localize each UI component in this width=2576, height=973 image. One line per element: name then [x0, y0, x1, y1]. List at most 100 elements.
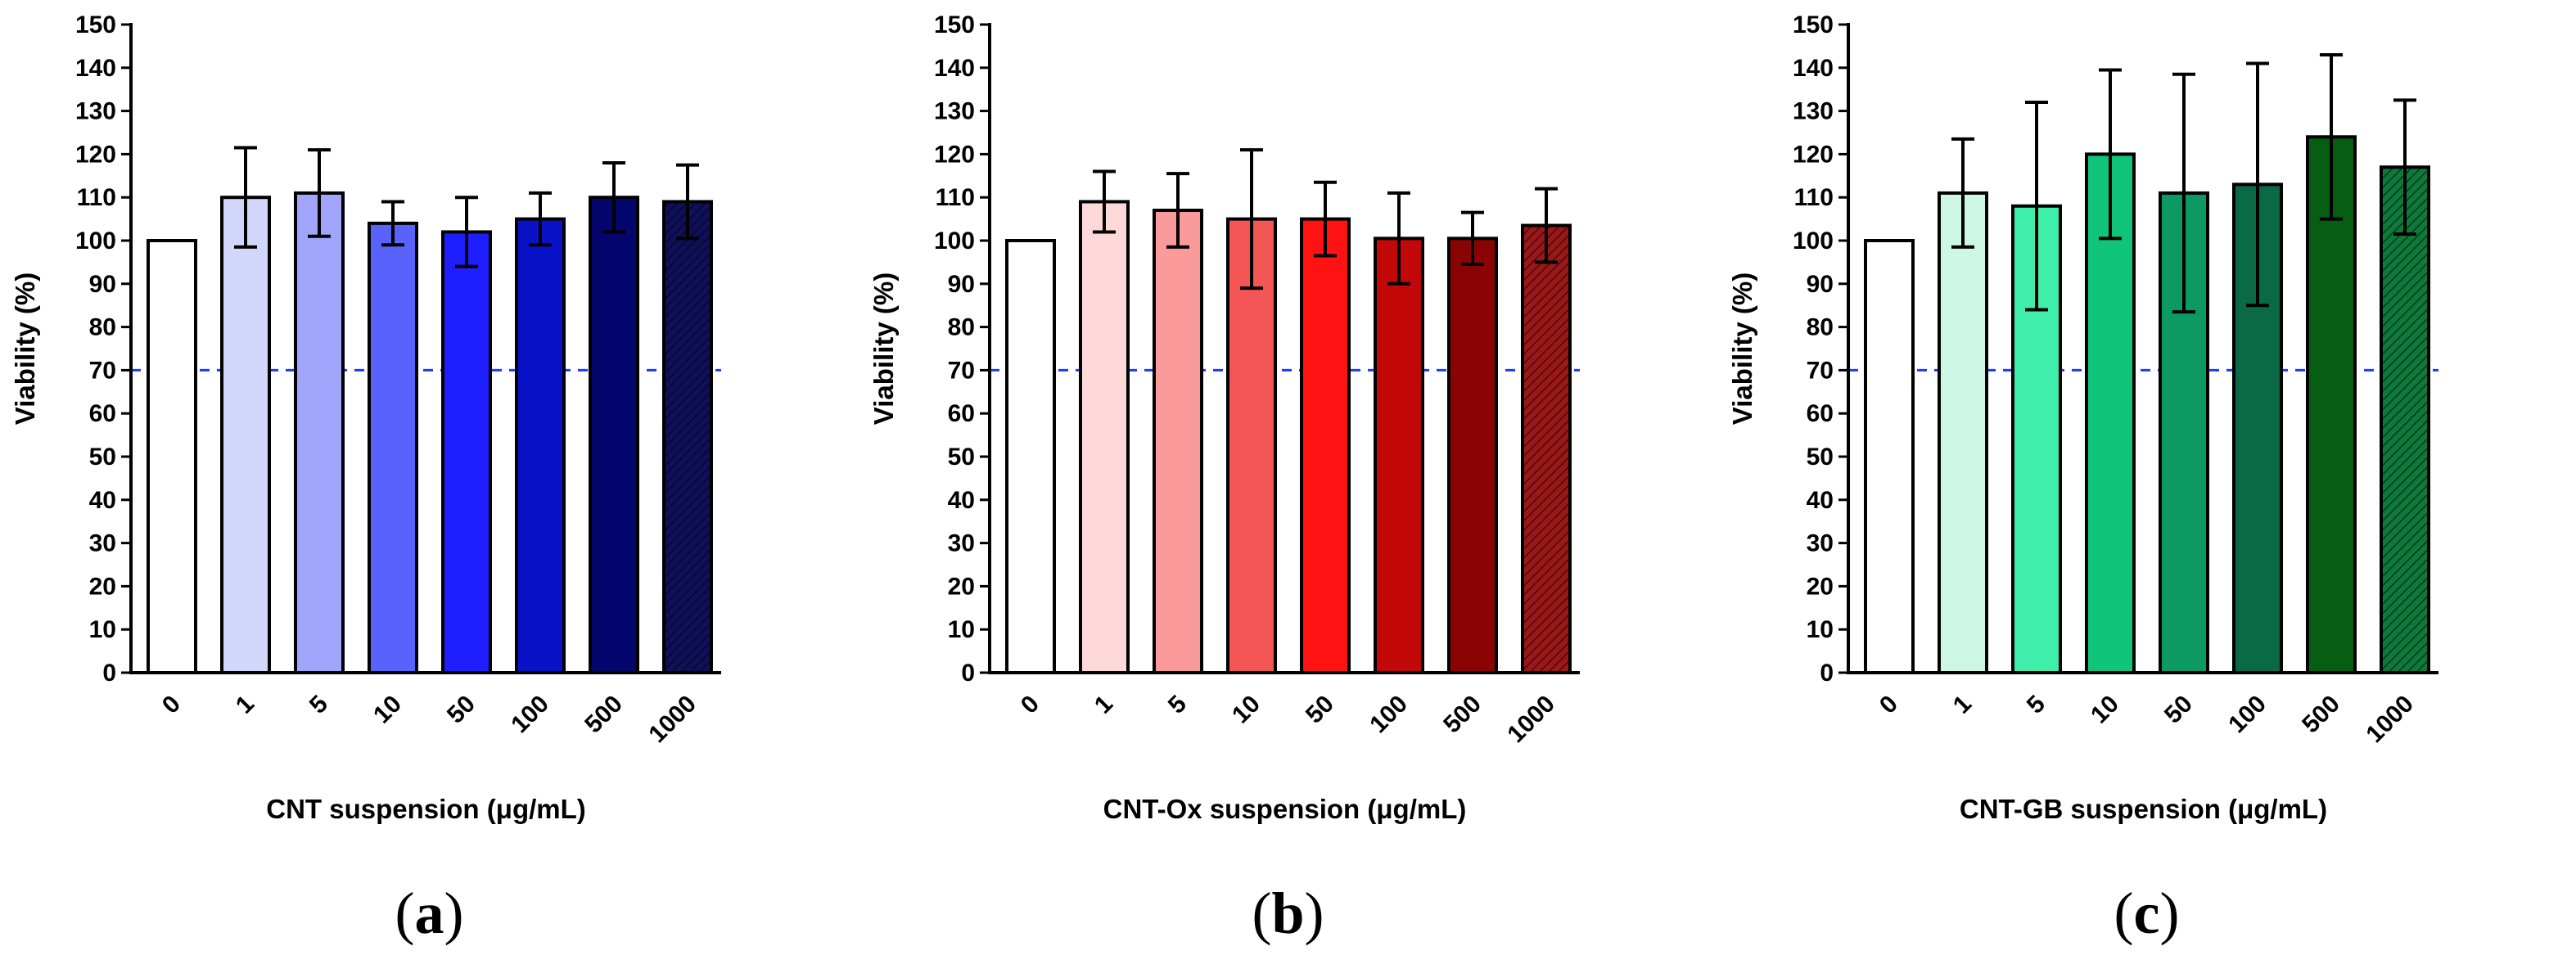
x-tick-label: 10 [368, 691, 407, 729]
panel-caption-c: (c) [2114, 881, 2180, 946]
y-tick-label: 70 [1807, 357, 1834, 384]
y-axis-title: Viability (%) [868, 273, 899, 425]
panel-caption-a: (a) [395, 881, 464, 946]
y-tick-label: 130 [1793, 98, 1834, 125]
y-tick-label: 100 [1793, 227, 1834, 255]
y-tick-label: 50 [948, 444, 975, 471]
x-tick-label: 10 [2086, 691, 2124, 729]
y-tick-label: 20 [89, 573, 116, 600]
x-tick-label: 100 [1365, 691, 1413, 739]
x-tick-label: 500 [2297, 691, 2345, 739]
x-tick-label: 50 [442, 691, 480, 729]
y-tick-label: 10 [1807, 616, 1834, 643]
x-tick-label: 1000 [643, 691, 702, 749]
y-tick-label: 90 [89, 271, 116, 298]
y-tick-label: 120 [934, 141, 975, 168]
y-tick-label: 50 [1807, 444, 1834, 471]
x-tick-label: 50 [1301, 691, 1339, 729]
y-tick-label: 80 [89, 314, 116, 341]
y-axis-title: Viability (%) [1727, 273, 1757, 425]
y-tick-label: 90 [948, 271, 975, 298]
y-tick-label: 140 [75, 55, 116, 82]
chart-panel-c: 0 10 20 30 40 50 60 70 80 90 100 110 120 130 140 1 50 0 1 5… [1717, 0, 2576, 973]
bar-1 [1938, 191, 1988, 675]
chart-panel-a: 0 10 20 30 40 50 60 70 80 90 100 110 120 130 140 150 0 1 5… [0, 0, 859, 973]
y-tick-label: 30 [89, 530, 116, 557]
y-tick-label: 30 [1807, 530, 1834, 557]
y-tick-label: 130 [934, 98, 975, 125]
bar-50 [1300, 217, 1351, 675]
y-tick-label: 0 [961, 660, 975, 687]
panel-caption-b: (b) [1252, 881, 1324, 946]
x-tick-label: 0 [157, 691, 186, 719]
y-tick-label: 30 [948, 530, 975, 557]
y-tick-label: 120 [75, 141, 116, 168]
bar-1000 [662, 200, 713, 675]
bar-1 [1079, 200, 1130, 675]
y-axis-title: Viability (%) [10, 273, 40, 425]
x-tick-label: 1 [1089, 691, 1118, 719]
bar-1000 [2380, 165, 2430, 675]
y-tick-label: 100 [75, 227, 116, 255]
y-tick-label: 150 [75, 11, 116, 38]
bar-10 [1226, 217, 1277, 675]
bar-10 [368, 221, 418, 674]
x-tick-label: 10 [1227, 691, 1265, 729]
bar-0 [1005, 239, 1056, 674]
x-tick-label: 500 [1438, 691, 1487, 739]
chart-svg-c: 0 10 20 30 40 50 60 70 80 90 100 110 120 130 140 1 500 1 5… [1727, 11, 2438, 824]
bar-5 [294, 191, 345, 675]
bar-1000 [1521, 223, 1572, 674]
y-tick-label: 40 [1807, 487, 1834, 514]
x-tick-label: 500 [580, 691, 628, 739]
x-tick-label: 1000 [1502, 691, 1560, 749]
x-tick-label: 5 [1163, 691, 1192, 719]
y-tick-label: 60 [1807, 400, 1834, 427]
y-tick-label: 120 [1793, 141, 1834, 168]
bar-50 [441, 230, 492, 674]
y-tick-label: 90 [1807, 271, 1834, 298]
x-tick-label: 0 [1016, 691, 1044, 719]
y-tick-label: 0 [102, 660, 116, 687]
x-tick-label: 100 [506, 691, 554, 739]
bar-100 [515, 217, 566, 675]
y-tick-label: 70 [89, 357, 116, 384]
y-tick-label: 10 [948, 616, 975, 643]
y-tick-label: 80 [1807, 314, 1834, 341]
x-tick-label: 1 [1948, 691, 1977, 719]
x-tick-label: 0 [1874, 691, 1903, 719]
bar-500 [1447, 236, 1498, 674]
bar-100 [1374, 236, 1424, 674]
x-axis-title: CNT suspension (μg/mL) [266, 794, 586, 824]
y-tick-label: 20 [1807, 573, 1834, 600]
y-tick-label: 130 [75, 98, 116, 125]
x-tick-label: 1 [231, 691, 259, 719]
y-tick-label: 150 [1793, 11, 1834, 38]
y-tick-label: 60 [948, 400, 975, 427]
chart-panel-b: 0 10 20 30 40 50 60 70 80 90 100 110 120 130 140 150 0 1 5… [859, 0, 1717, 973]
bar-1 [220, 196, 271, 674]
y-tick-label: 60 [89, 400, 116, 427]
y-tick-label: 40 [89, 487, 116, 514]
x-tick-label: 1000 [2361, 691, 2419, 749]
y-tick-label: 110 [1794, 184, 1834, 211]
bar-500 [589, 196, 639, 674]
y-tick-label: 110 [77, 184, 116, 211]
y-tick-label: 140 [934, 55, 975, 82]
y-tick-label: 140 [1793, 55, 1834, 82]
x-tick-label: 50 [2159, 691, 2198, 729]
bar-0 [147, 239, 197, 674]
x-tick-label: 5 [305, 691, 333, 719]
bar-0 [1864, 239, 1915, 674]
bar-500 [2306, 135, 2357, 674]
y-tick-label: 80 [948, 314, 975, 341]
y-tick-label: 40 [948, 487, 975, 514]
y-tick-label: 50 [89, 444, 116, 471]
x-tick-label: 100 [2223, 691, 2271, 739]
x-tick-label: 5 [2022, 691, 2050, 719]
x-axis-title: CNT-GB suspension (μg/mL) [1960, 794, 2327, 824]
y-tick-label: 10 [89, 616, 116, 643]
y-tick-label: 20 [948, 573, 975, 600]
y-tick-label: 110 [936, 184, 975, 211]
